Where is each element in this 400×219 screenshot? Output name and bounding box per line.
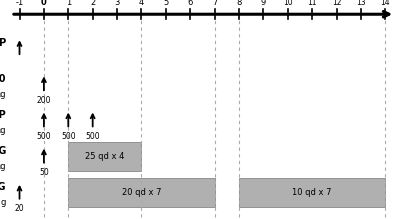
Text: 200: 200: [37, 96, 51, 105]
Text: mg: mg: [0, 162, 6, 171]
Text: 12: 12: [332, 0, 341, 7]
Text: 2: 2: [90, 0, 95, 7]
Text: -1: -1: [15, 0, 24, 7]
Bar: [68, 142, 142, 171]
Text: 6: 6: [188, 0, 193, 7]
Text: 500: 500: [61, 132, 76, 141]
Text: mg: mg: [0, 90, 6, 99]
Bar: [68, 178, 215, 207]
Text: 4: 4: [139, 0, 144, 7]
Text: g: g: [1, 198, 6, 207]
Text: 5: 5: [163, 0, 168, 7]
Bar: [239, 178, 385, 207]
Text: MP: MP: [0, 110, 6, 120]
Text: 8: 8: [236, 0, 242, 7]
Text: 500: 500: [85, 132, 100, 141]
Text: 1: 1: [66, 0, 71, 7]
Text: αCD20: αCD20: [0, 74, 6, 84]
Text: 25 qd x 4: 25 qd x 4: [85, 152, 124, 161]
Text: 10: 10: [283, 0, 293, 7]
Text: PP: PP: [0, 38, 6, 48]
Text: 20 qd x 7: 20 qd x 7: [122, 188, 161, 197]
Text: 11: 11: [308, 0, 317, 7]
Text: 13: 13: [356, 0, 366, 7]
Text: 3: 3: [114, 0, 120, 7]
Text: mg: mg: [0, 126, 6, 135]
Text: 0: 0: [41, 0, 47, 7]
Text: 7: 7: [212, 0, 217, 7]
Text: rATG: rATG: [0, 146, 6, 156]
Text: 20: 20: [15, 204, 24, 213]
Text: 50: 50: [39, 168, 49, 177]
Text: 10 qd x 7: 10 qd x 7: [292, 188, 332, 197]
Text: IVIG: IVIG: [0, 182, 6, 192]
Text: 500: 500: [36, 132, 51, 141]
Text: 14: 14: [380, 0, 390, 7]
Text: 9: 9: [261, 0, 266, 7]
